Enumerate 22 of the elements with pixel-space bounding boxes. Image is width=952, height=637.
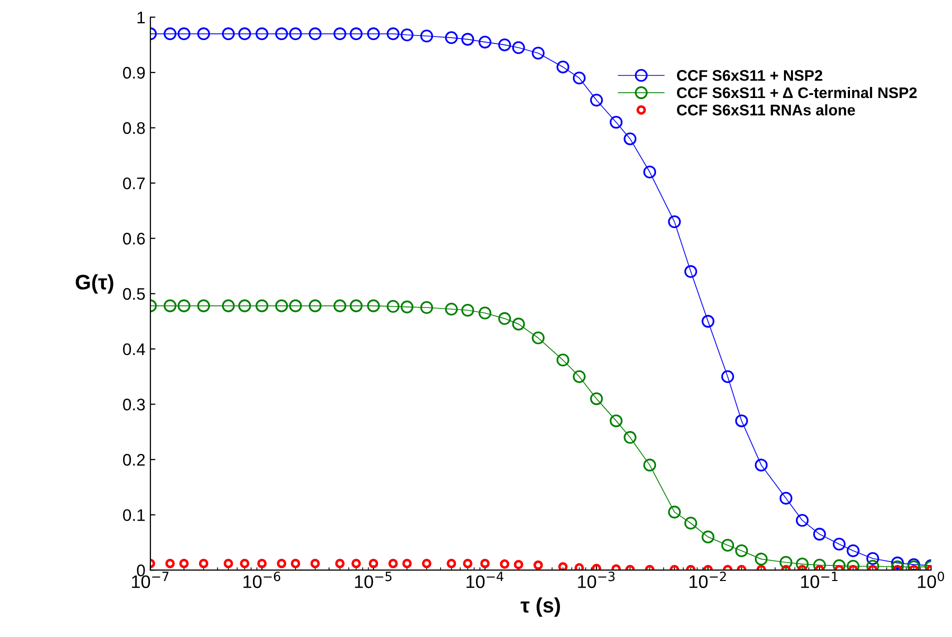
legend-label: CCF S6xS11 RNAs alone	[676, 104, 856, 116]
y-tick-label: 0.8	[123, 122, 145, 134]
x-tick-label: 10$^{−6}$	[244, 572, 280, 588]
x-axis-title: τ (s)	[520, 597, 560, 617]
x-tick-label: 10$^{−5}$	[355, 572, 392, 588]
legend-label: CCF S6xS11 + Δ C-terminal NSP2	[676, 86, 917, 98]
x-tick-label: 10$^{−3}$	[578, 572, 615, 588]
y-tick-label: 0.6	[123, 232, 145, 245]
y-tick-label: 0.7	[123, 177, 145, 190]
y-tick-label: 1	[138, 12, 145, 24]
y-tick-label: 0.5	[123, 288, 145, 300]
x-tick-label: 10$^{0}$	[918, 572, 944, 588]
y-tick-label: 0.3	[123, 398, 145, 410]
x-tick-label: 10$^{−2}$	[690, 572, 726, 588]
legend-label: CCF S6xS11 + NSP2	[676, 70, 822, 81]
y-tick-label: 0.4	[123, 343, 146, 356]
y-tick-label: 0.1	[123, 509, 145, 522]
x-tick-label: 10$^{−4}$	[466, 572, 504, 588]
y-tick-label: 0.2	[123, 454, 145, 466]
y-axis-title: G(τ)	[76, 274, 114, 294]
x-tick-label: 10$^{−1}$	[801, 572, 838, 588]
y-tick-label: 0.9	[123, 66, 145, 79]
